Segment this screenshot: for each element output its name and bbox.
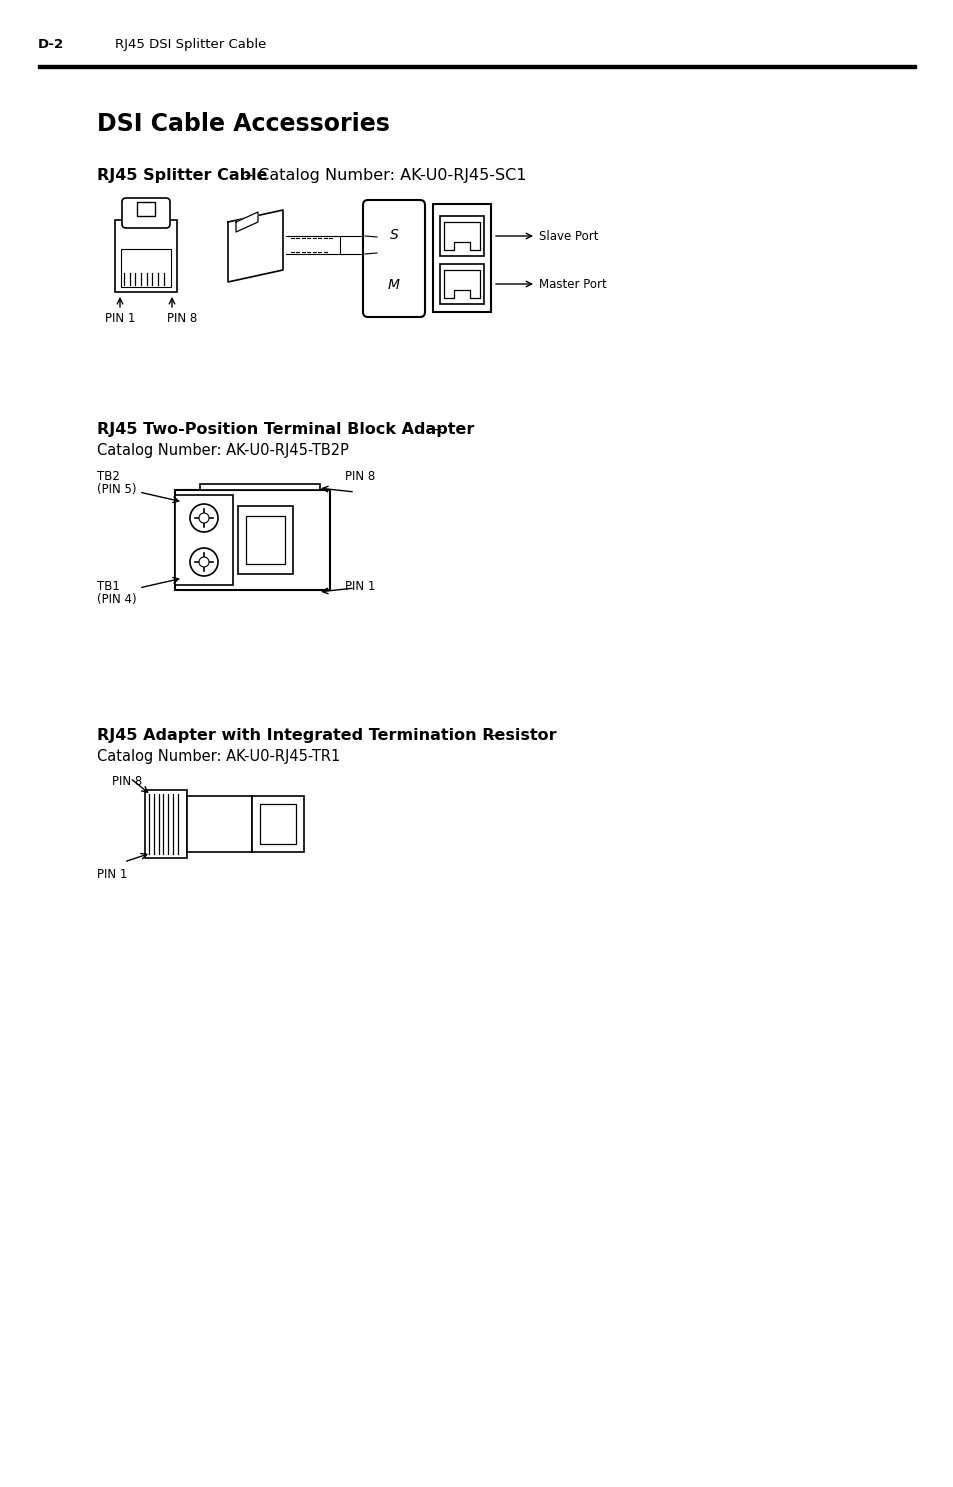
Bar: [145, 790, 187, 858]
Text: M: M: [388, 278, 399, 293]
Polygon shape: [443, 222, 479, 250]
Text: Catalog Number: AK-U0-RJ45-TB2P: Catalog Number: AK-U0-RJ45-TB2P: [97, 443, 349, 458]
Bar: [121, 248, 171, 287]
Bar: [433, 204, 491, 312]
Text: PIN 8: PIN 8: [167, 312, 197, 326]
Bar: [115, 220, 177, 291]
Bar: [439, 216, 483, 256]
Text: RJ45 Two-Position Terminal Block Adapter: RJ45 Two-Position Terminal Block Adapter: [97, 422, 474, 437]
Text: RJ45 Splitter Cable: RJ45 Splitter Cable: [97, 168, 267, 183]
Text: PIN 1: PIN 1: [345, 580, 375, 593]
Bar: [339, 236, 365, 254]
Text: D-2: D-2: [38, 39, 64, 51]
Text: PIN 8: PIN 8: [345, 470, 375, 483]
Text: RJ45 Adapter with Integrated Termination Resistor: RJ45 Adapter with Integrated Termination…: [97, 729, 556, 744]
Bar: [187, 796, 252, 852]
FancyBboxPatch shape: [122, 198, 170, 228]
Text: DSI Cable Accessories: DSI Cable Accessories: [97, 112, 390, 135]
Circle shape: [199, 513, 209, 523]
Circle shape: [199, 558, 209, 567]
Circle shape: [190, 549, 218, 575]
Text: PIN 8: PIN 8: [112, 775, 142, 788]
Text: Catalog Number: AK-U0-RJ45-TR1: Catalog Number: AK-U0-RJ45-TR1: [97, 749, 340, 764]
Bar: [38, 65, 915, 68]
Polygon shape: [228, 210, 283, 283]
Text: TB1: TB1: [97, 580, 120, 593]
Polygon shape: [235, 213, 257, 232]
Bar: [260, 804, 295, 845]
Bar: [174, 495, 233, 584]
Bar: [246, 516, 285, 564]
Text: RJ45 DSI Splitter Cable: RJ45 DSI Splitter Cable: [115, 39, 266, 51]
Text: –: –: [429, 422, 441, 437]
Text: – Catalog Number: AK-U0-RJ45-SC1: – Catalog Number: AK-U0-RJ45-SC1: [240, 168, 526, 183]
Text: PIN 1: PIN 1: [105, 312, 135, 326]
Bar: [200, 483, 319, 491]
Text: (PIN 5): (PIN 5): [97, 483, 136, 497]
Text: TB2: TB2: [97, 470, 120, 483]
Text: Master Port: Master Port: [538, 278, 606, 290]
Text: PIN 1: PIN 1: [97, 868, 128, 880]
Circle shape: [190, 504, 218, 532]
Bar: [137, 202, 154, 216]
Text: –: –: [484, 729, 497, 744]
Text: (PIN 4): (PIN 4): [97, 593, 136, 607]
Text: Slave Port: Slave Port: [538, 229, 598, 242]
Polygon shape: [443, 271, 479, 297]
Bar: [237, 506, 293, 574]
Bar: [252, 796, 304, 852]
FancyBboxPatch shape: [363, 199, 424, 317]
Text: S: S: [389, 228, 398, 242]
Bar: [439, 265, 483, 303]
Bar: [174, 491, 330, 590]
